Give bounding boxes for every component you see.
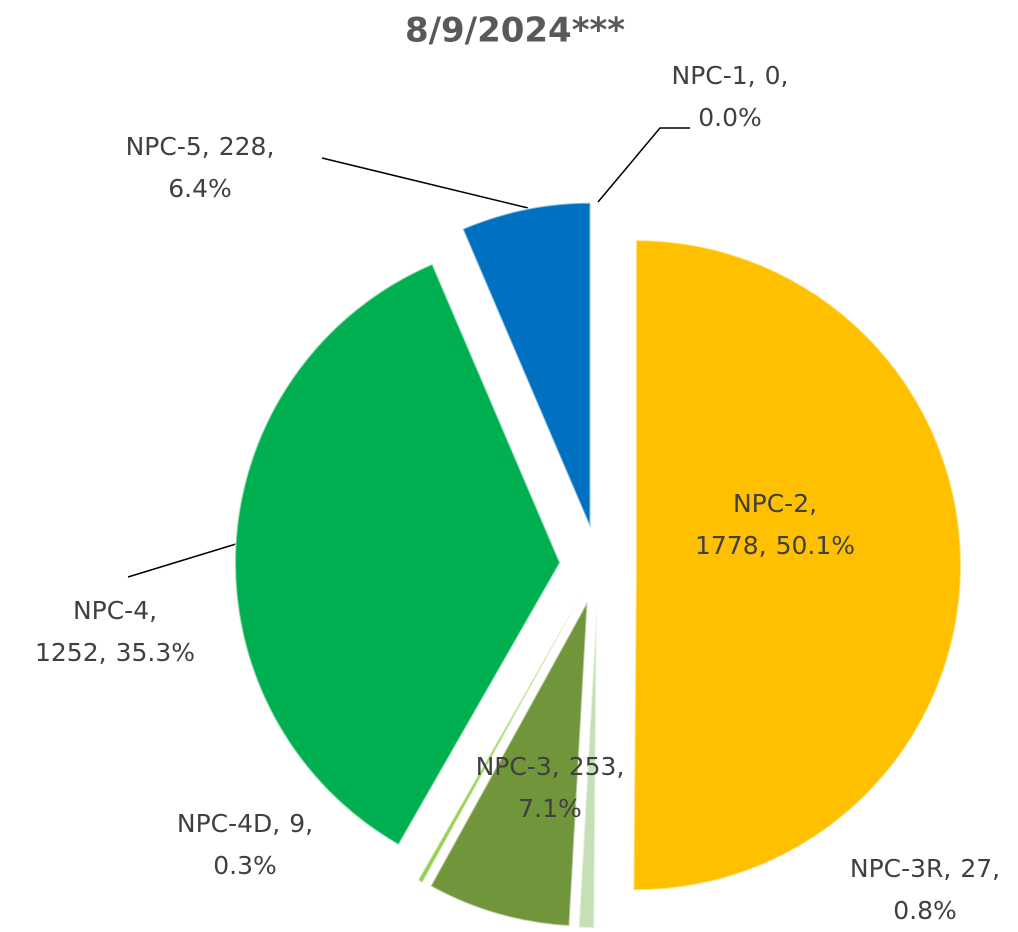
- label-percent: 6.4%: [168, 174, 232, 203]
- leader-line: [597, 127, 690, 203]
- label-category: NPC-3R: [850, 854, 944, 883]
- label-value: 1252: [35, 638, 99, 667]
- label-value: 228: [219, 132, 267, 161]
- label-sep: ,: [748, 61, 756, 90]
- label-sep: ,: [266, 132, 274, 161]
- label-category: NPC-4: [73, 596, 149, 625]
- data-label: NPC-2, 1778, 50.1%: [695, 489, 855, 560]
- label-sep: ,: [809, 489, 817, 518]
- label-percent: 35.3%: [116, 638, 195, 667]
- label-category: NPC-4D: [177, 809, 272, 838]
- leader-lines: [127, 127, 690, 578]
- data-label: NPC-3R, 27, 0.8%: [850, 854, 1000, 925]
- label-percent: 0.8%: [893, 896, 957, 925]
- data-label: NPC-1, 0, 0.0%: [672, 61, 789, 132]
- label-value: 1778: [695, 531, 759, 560]
- label-sep: ,: [943, 854, 951, 883]
- label-percent: 50.1%: [776, 531, 855, 560]
- data-label: NPC-5, 228, 6.4%: [126, 132, 275, 203]
- label-sep: ,: [992, 854, 1000, 883]
- pie-slice: [461, 201, 592, 529]
- label-percent: 7.1%: [518, 794, 582, 823]
- label-sep: ,: [305, 809, 313, 838]
- data-label: NPC-4D, 9, 0.3%: [177, 809, 313, 880]
- label-sep: ,: [552, 752, 560, 781]
- pie-slice: [429, 601, 589, 928]
- label-category: NPC-3: [476, 752, 552, 781]
- label-sep: ,: [759, 531, 767, 560]
- label-sep: ,: [272, 809, 280, 838]
- label-sep: ,: [99, 638, 107, 667]
- pie-slice: [416, 597, 581, 885]
- leader-line: [321, 157, 529, 209]
- pie-slice: [234, 262, 562, 847]
- pie-slice: [577, 602, 598, 929]
- label-value: 27: [960, 854, 992, 883]
- label-value: 0: [765, 61, 781, 90]
- label-percent: 0.0%: [698, 103, 762, 132]
- data-label: NPC-3, 253, 7.1%: [476, 752, 625, 823]
- label-category: NPC-2: [733, 489, 809, 518]
- label-percent: 0.3%: [213, 851, 277, 880]
- chart-title: 8/9/2024***: [405, 11, 625, 51]
- label-sep: ,: [202, 132, 210, 161]
- label-category: NPC-5: [126, 132, 202, 161]
- label-sep: ,: [149, 596, 157, 625]
- label-value: 9: [289, 809, 305, 838]
- label-sep: ,: [781, 61, 789, 90]
- leader-line: [127, 543, 237, 578]
- pie-slice: [632, 239, 962, 892]
- data-label: NPC-4, 1252, 35.3%: [35, 596, 195, 667]
- label-category: NPC-1: [672, 61, 748, 90]
- label-value: 253: [569, 752, 617, 781]
- label-sep: ,: [616, 752, 624, 781]
